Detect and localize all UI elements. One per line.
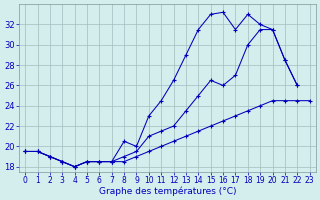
X-axis label: Graphe des températures (°C): Graphe des températures (°C) <box>99 186 236 196</box>
